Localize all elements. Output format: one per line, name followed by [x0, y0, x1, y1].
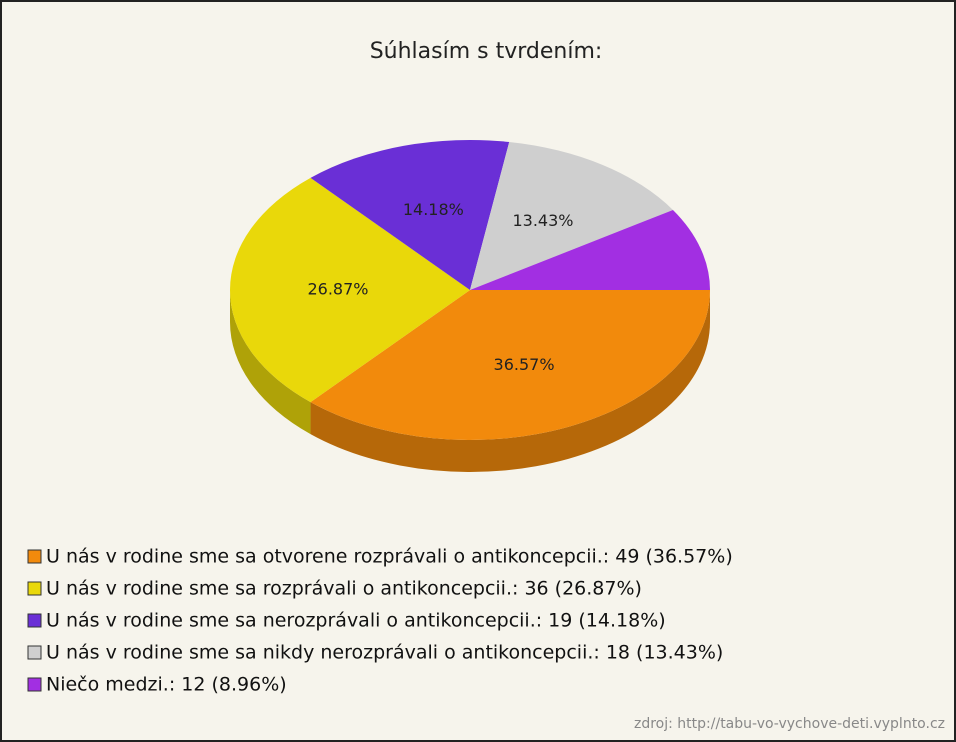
pie-slice [470, 142, 673, 290]
legend-swatch [27, 677, 42, 692]
legend-label: U nás v rodine sme sa nikdy nerozprávali… [46, 642, 723, 664]
slice-label: 26.87% [307, 280, 368, 299]
legend-swatch [27, 549, 42, 564]
legend-swatch [27, 613, 42, 628]
chart-title: Súhlasím s tvrdením: [370, 39, 603, 64]
slice-label: 13.43% [512, 211, 573, 230]
legend-label: U nás v rodine sme sa otvorene rozprával… [46, 546, 733, 568]
pie-slice [229, 177, 470, 403]
legend-label: U nás v rodine sme sa nerozprávali o ant… [46, 610, 666, 632]
pie-slice [310, 140, 510, 290]
pie-side [310, 290, 710, 472]
legend-label: U nás v rodine sme sa rozprávali o antik… [46, 578, 642, 600]
pie-side [230, 290, 311, 435]
slice-label: 14.18% [403, 200, 464, 219]
legend-label: Niečo medzi.: 12 (8.96%) [46, 674, 287, 696]
pie-slice [470, 209, 710, 290]
source-note: zdroj: http://tabu-vo-vychove-deti.vypln… [634, 716, 945, 732]
legend-swatch [27, 581, 42, 596]
pie-slice [310, 290, 710, 440]
legend-swatch [27, 645, 42, 660]
slice-label: 36.57% [494, 355, 555, 374]
